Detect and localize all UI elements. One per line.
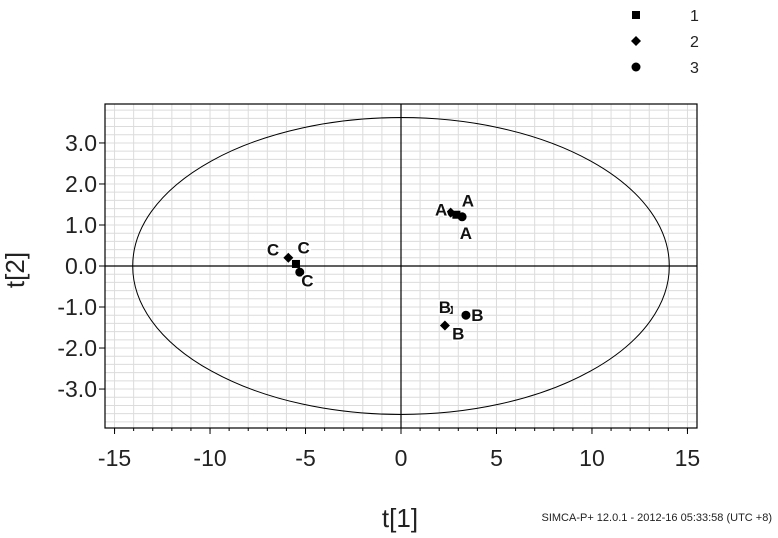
point-label-A: A [462,191,474,210]
hotelling-ellipse [132,117,670,415]
x-tick-label: -15 [98,445,131,471]
point-series2-C [283,252,294,263]
point-label-C: C [267,241,279,260]
legend-marker-diamond [631,36,641,46]
point-label-C: C [297,239,309,258]
x-tick-label: 5 [490,445,503,471]
x-tick-label: -10 [193,445,226,471]
point-label-A: A [435,200,447,219]
legend-marker-square [632,11,640,19]
legend-label: 1 [690,8,699,25]
legend-label: 2 [690,34,699,51]
point-label-C: C [301,271,313,290]
y-tick-label: 0.0 [65,253,97,279]
point-series2-A [445,207,456,218]
legend-label: 3 [690,60,699,77]
point-label-B: B [452,325,464,344]
y-tick-label: -3.0 [57,376,97,402]
point-series3-A [457,212,467,222]
x-axis-label: t[1] [382,503,418,533]
point-labels: A AAB BBC CC [265,190,485,345]
legend-marker-circle [631,62,641,72]
x-tick-label: 0 [395,445,408,471]
point-label-B: B [471,306,483,325]
point-series3-B [461,310,471,320]
point-label-B: B [439,298,451,317]
y-tick-label: -2.0 [57,335,97,361]
software-version-footer: SIMCA-P+ 12.0.1 - 2012-16 05:33:58 (UTC … [541,512,772,524]
legend: 1 2 3 [631,8,699,77]
point-series1-C [291,259,300,268]
x-tick-label: 10 [579,445,605,471]
point-series1-A [452,210,461,219]
x-tick-label: -5 [295,445,315,471]
y-axis-label: t[2] [0,252,30,288]
y-tick-label: 3.0 [65,130,97,156]
point-series3-C [295,267,305,277]
point-series1-B [444,305,453,314]
x-tick-label: 15 [675,445,701,471]
axes: -15 -10 -5 0 5 10 15 3.0 2.0 1.0 0.0 -1.0 -2.0 -3.0 [57,103,701,471]
y-tick-label: 1.0 [65,212,97,238]
point-label-A: A [460,224,472,243]
confidence-ellipse-layer [132,117,670,415]
point-series2-B [439,320,450,331]
data-points [283,207,471,331]
y-tick-label: -1.0 [57,294,97,320]
y-tick-label: 2.0 [65,171,97,197]
